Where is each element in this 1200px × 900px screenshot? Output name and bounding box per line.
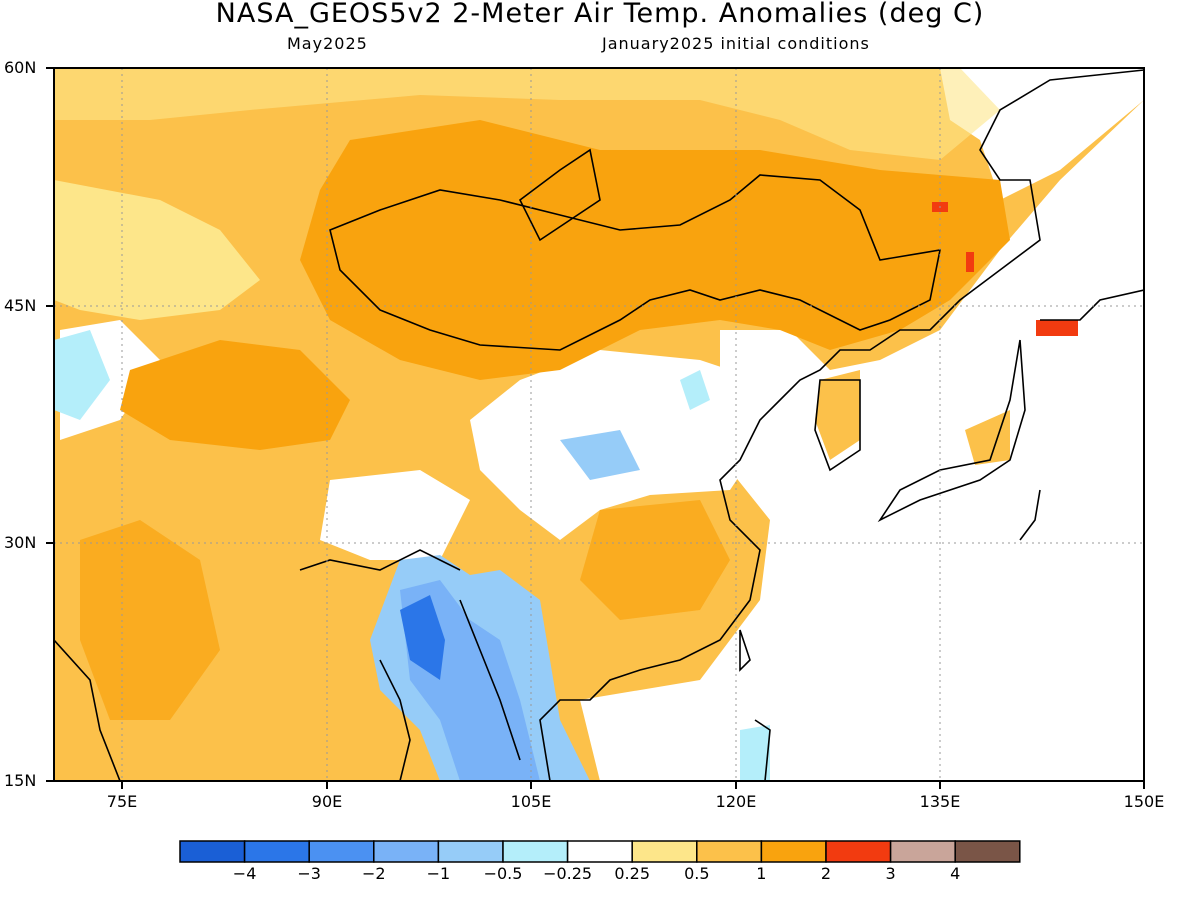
lon-tick-label: 75E <box>106 792 138 811</box>
colorbar-label: 2 <box>820 864 832 883</box>
lon-tick-label: 150E <box>1123 792 1165 811</box>
colorbar-bin <box>889 840 956 863</box>
colorbar-bin <box>631 840 698 863</box>
coastlines <box>54 69 1144 781</box>
map-field <box>54 68 1144 781</box>
lon-tick-label: 120E <box>715 792 757 811</box>
initial-conditions: January2025 initial conditions <box>602 34 870 53</box>
warm-india <box>80 520 220 720</box>
colorbar-label: 1 <box>756 864 767 883</box>
axis-ticks <box>46 67 1145 789</box>
warm-japan <box>965 410 1010 465</box>
cool-kazakh <box>54 330 110 420</box>
lon-tick-label: 90E <box>311 792 343 811</box>
colorbar-bin <box>825 840 892 863</box>
neutral-tibet <box>320 470 470 560</box>
warm-mongolia <box>300 120 1010 380</box>
colorbar-bin <box>502 840 569 863</box>
colorbar-bin <box>243 840 310 863</box>
colorbar-label: −0.25 <box>543 864 593 883</box>
warm-south-china <box>580 500 730 620</box>
colorbar-bin <box>308 840 375 863</box>
hot-spot-hokkaido <box>1036 320 1078 336</box>
colorbar-label: −2 <box>362 864 386 883</box>
colorbar-label: 4 <box>950 864 961 883</box>
lat-tick-label: 60N <box>4 58 37 77</box>
pale-west <box>54 180 260 320</box>
colorbar-bin <box>760 840 827 863</box>
lon-tick-label: 105E <box>510 792 552 811</box>
lat-tick-label: 30N <box>4 533 37 552</box>
colorbar-label: 0.25 <box>614 864 650 883</box>
warm-korea <box>815 370 860 460</box>
colorbar-label: −0.5 <box>483 864 523 883</box>
grid-lines <box>54 68 1144 781</box>
colorbar-bin <box>179 840 246 863</box>
colorbar-label: −4 <box>232 864 257 883</box>
colorbar-bin <box>566 840 633 863</box>
colorbar-label: −3 <box>297 864 321 883</box>
neutral-east <box>580 100 1144 781</box>
cool-central-china <box>560 430 640 480</box>
cool-philippines <box>740 725 770 781</box>
map-frame <box>53 67 1145 782</box>
colorbar-bin <box>437 840 504 863</box>
lon-tick-label: 135E <box>919 792 961 811</box>
colorbar-bin <box>373 840 440 863</box>
colorbar-label: −1 <box>426 864 451 883</box>
lat-tick-label: 45N <box>4 296 37 315</box>
colorbar-label: 0.5 <box>684 864 710 883</box>
pale-north <box>54 68 1000 160</box>
valid-month: May2025 <box>287 34 368 53</box>
colorbar-bin <box>696 840 763 863</box>
cool-bohai <box>680 370 710 410</box>
colorbar-bin <box>954 840 1021 863</box>
map-title: NASA_GEOS5v2 2-Meter Air Temp. Anomalies… <box>215 0 985 29</box>
colorbar-label: 3 <box>885 864 896 883</box>
lat-tick-label: 15N <box>4 771 37 790</box>
cold-myanmar <box>400 595 445 680</box>
hot-spot-2 <box>966 252 974 272</box>
colorbar <box>179 840 1021 863</box>
warm-xinjiang <box>120 340 350 450</box>
